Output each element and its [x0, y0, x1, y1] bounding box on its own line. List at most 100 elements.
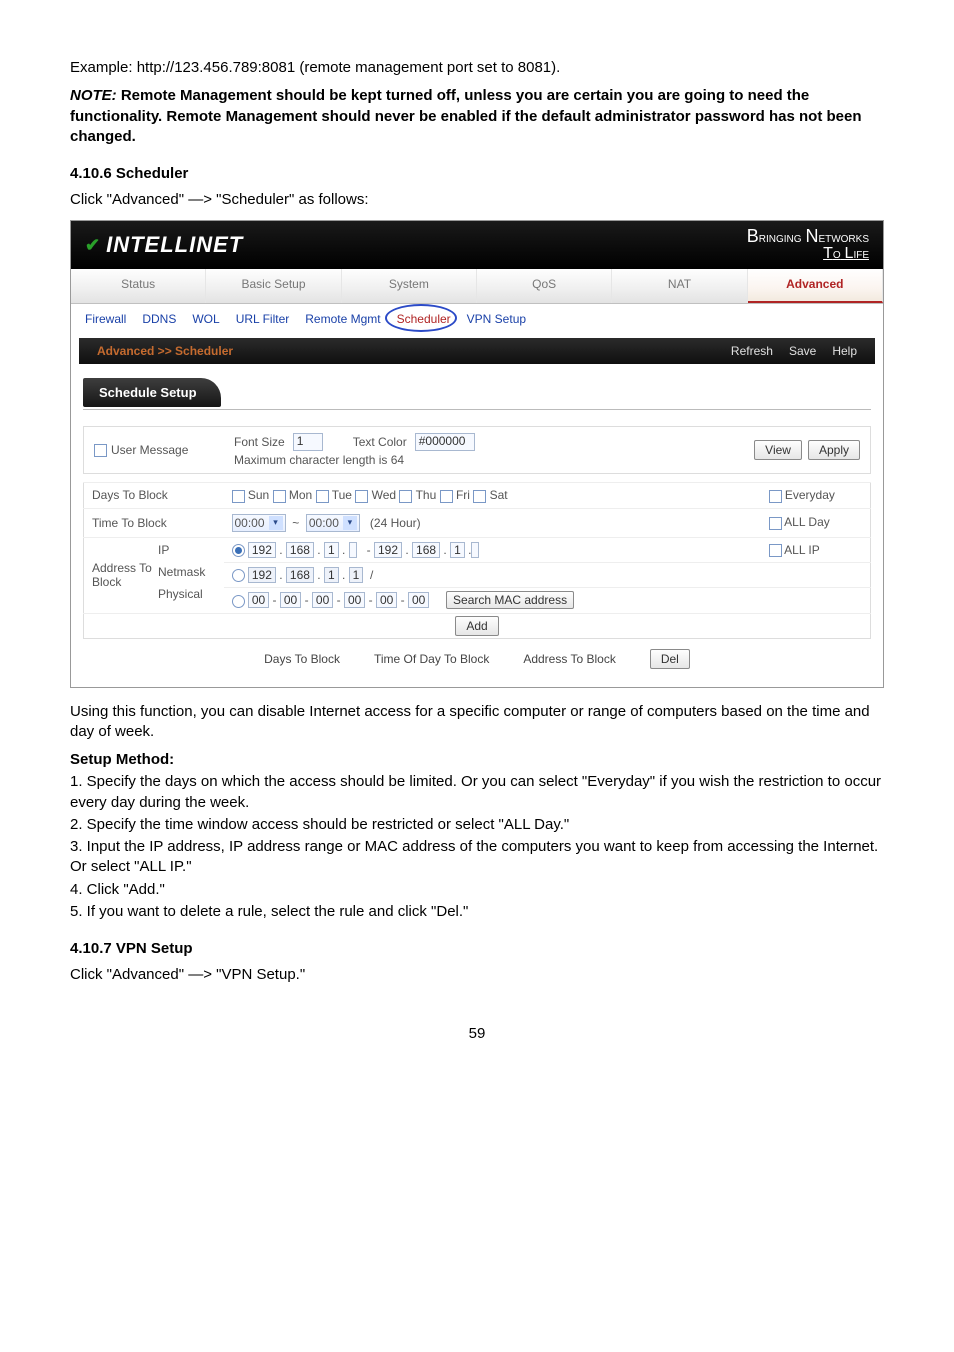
ip-from-1[interactable]: 192 — [248, 542, 276, 558]
ip-to-3[interactable]: 1 — [450, 542, 465, 558]
subtab-scheduler-label: Scheduler — [397, 312, 451, 326]
tab-system[interactable]: System — [342, 269, 477, 303]
ip-radio[interactable] — [232, 544, 245, 557]
mac-2[interactable]: 00 — [280, 592, 301, 608]
subtab-remote-mgmt[interactable]: Remote Mgmt — [299, 310, 386, 328]
mac-5[interactable]: 00 — [376, 592, 397, 608]
step-5: 5. If you want to delete a rule, select … — [70, 902, 884, 922]
day-sun-checkbox[interactable] — [232, 490, 245, 503]
day-thu-checkbox[interactable] — [399, 490, 412, 503]
time-label: Time To Block — [84, 508, 224, 537]
allip-checkbox[interactable] — [769, 544, 782, 557]
netmask-radio[interactable] — [232, 569, 245, 582]
day-tue: Tue — [332, 488, 352, 502]
tab-nat[interactable]: NAT — [612, 269, 747, 303]
setup-method-heading: Setup Method: — [70, 750, 884, 770]
vpn-lead: Click "Advanced" —> "VPN Setup." — [70, 965, 884, 985]
panel-title: Schedule Setup — [83, 378, 221, 407]
allip-label: ALL IP — [784, 543, 820, 557]
subtab-vpn-setup[interactable]: VPN Setup — [461, 310, 532, 328]
brand: ✔ INTELLINET — [85, 232, 243, 258]
ip-label: IP — [158, 543, 205, 557]
everyday-label: Everyday — [785, 488, 835, 502]
subtab-urlfilter[interactable]: URL Filter — [230, 310, 296, 328]
day-sat-checkbox[interactable] — [473, 490, 486, 503]
subtab-firewall[interactable]: Firewall — [79, 310, 132, 328]
mac-4[interactable]: 00 — [344, 592, 365, 608]
day-fri-checkbox[interactable] — [440, 490, 453, 503]
mac-3[interactable]: 00 — [312, 592, 333, 608]
subtab-scheduler[interactable]: Scheduler — [391, 310, 457, 328]
breadcrumb: Advanced >> Scheduler — [97, 344, 233, 358]
slogan-top: BRINGING NETWORKS — [747, 227, 869, 246]
time-from-select[interactable]: 00:00▾ — [232, 514, 286, 532]
apply-button[interactable]: Apply — [808, 440, 860, 460]
day-fri: Fri — [456, 488, 470, 502]
mac-1[interactable]: 00 — [248, 592, 269, 608]
day-tue-checkbox[interactable] — [316, 490, 329, 503]
step-4: 4. Click "Add." — [70, 880, 884, 900]
font-size-label: Font Size — [234, 435, 285, 449]
everyday-checkbox[interactable] — [769, 490, 782, 503]
del-button[interactable]: Del — [650, 649, 690, 669]
ip-from-2[interactable]: 168 — [286, 542, 314, 558]
days-label: Days To Block — [84, 483, 224, 508]
tab-status[interactable]: Status — [71, 269, 206, 303]
example-line: Example: http://123.456.789:8081 (remote… — [70, 58, 884, 78]
add-button[interactable]: Add — [455, 616, 498, 636]
nm-2[interactable]: 168 — [286, 567, 314, 583]
view-button[interactable]: View — [754, 440, 802, 460]
page-number: 59 — [70, 1025, 884, 1042]
user-message-checkbox[interactable] — [94, 444, 107, 457]
font-size-input[interactable]: 1 — [293, 433, 323, 451]
blocking-grid: Days To Block Sun Mon Tue Wed Thu Fri Sa… — [83, 482, 871, 638]
brand-slogan: BRINGING NETWORKS TO LIFE — [747, 227, 869, 263]
physical-label: Physical — [158, 587, 205, 601]
breadcrumb-actions: Refresh Save Help — [731, 344, 857, 358]
allday-checkbox[interactable] — [769, 517, 782, 530]
nm-1[interactable]: 192 — [248, 567, 276, 583]
mac-radio[interactable] — [232, 595, 245, 608]
tab-basic-setup[interactable]: Basic Setup — [206, 269, 341, 303]
allday-label: ALL Day — [784, 515, 830, 529]
address-group-label: Address To Block — [92, 543, 158, 601]
day-wed-checkbox[interactable] — [355, 490, 368, 503]
tab-advanced[interactable]: Advanced — [748, 269, 883, 303]
search-mac-button[interactable]: Search MAC address — [446, 591, 574, 609]
sub-tabs: Firewall DDNS WOL URL Filter Remote Mgmt… — [71, 304, 883, 338]
rule-columns-row: Days To Block Time Of Day To Block Addre… — [83, 639, 871, 675]
hour-note: (24 Hour) — [370, 516, 421, 530]
col-time: Time Of Day To Block — [374, 652, 489, 666]
subtab-wol[interactable]: WOL — [186, 310, 225, 328]
day-mon-checkbox[interactable] — [273, 490, 286, 503]
text-color-input[interactable]: #000000 — [415, 433, 475, 451]
ip-to-1[interactable]: 192 — [374, 542, 402, 558]
refresh-link[interactable]: Refresh — [731, 344, 773, 358]
day-thu: Thu — [416, 488, 437, 502]
save-link[interactable]: Save — [789, 344, 816, 358]
nm-4[interactable]: 1 — [349, 567, 364, 583]
time-to-select[interactable]: 00:00▾ — [306, 514, 360, 532]
tab-qos[interactable]: QoS — [477, 269, 612, 303]
note-label: NOTE: — [70, 87, 117, 104]
vpn-heading: 4.10.7 VPN Setup — [70, 940, 884, 957]
char-limit-note: Maximum character length is 64 — [234, 453, 404, 467]
nm-3[interactable]: 1 — [324, 567, 339, 583]
ip-from-4[interactable] — [349, 542, 357, 558]
main-tabs: Status Basic Setup System QoS NAT Advanc… — [71, 269, 883, 304]
subtab-ddns[interactable]: DDNS — [136, 310, 182, 328]
ip-to-4[interactable] — [471, 542, 479, 558]
router-ui: ✔ INTELLINET BRINGING NETWORKS TO LIFE S… — [70, 220, 884, 687]
help-link[interactable]: Help — [832, 344, 857, 358]
step-1: 1. Specify the days on which the access … — [70, 772, 884, 813]
mac-6[interactable]: 00 — [408, 592, 429, 608]
step-2: 2. Specify the time window access should… — [70, 815, 884, 835]
ip-from-3[interactable]: 1 — [324, 542, 339, 558]
ip-row: Address To Block IP Netmask Physical 192… — [84, 537, 871, 562]
col-address: Address To Block — [523, 652, 616, 666]
netmask-label: Netmask — [158, 565, 205, 579]
day-sun: Sun — [248, 488, 269, 502]
ip-to-2[interactable]: 168 — [412, 542, 440, 558]
user-message-label: User Message — [111, 443, 188, 457]
step-3: 3. Input the IP address, IP address rang… — [70, 837, 884, 878]
